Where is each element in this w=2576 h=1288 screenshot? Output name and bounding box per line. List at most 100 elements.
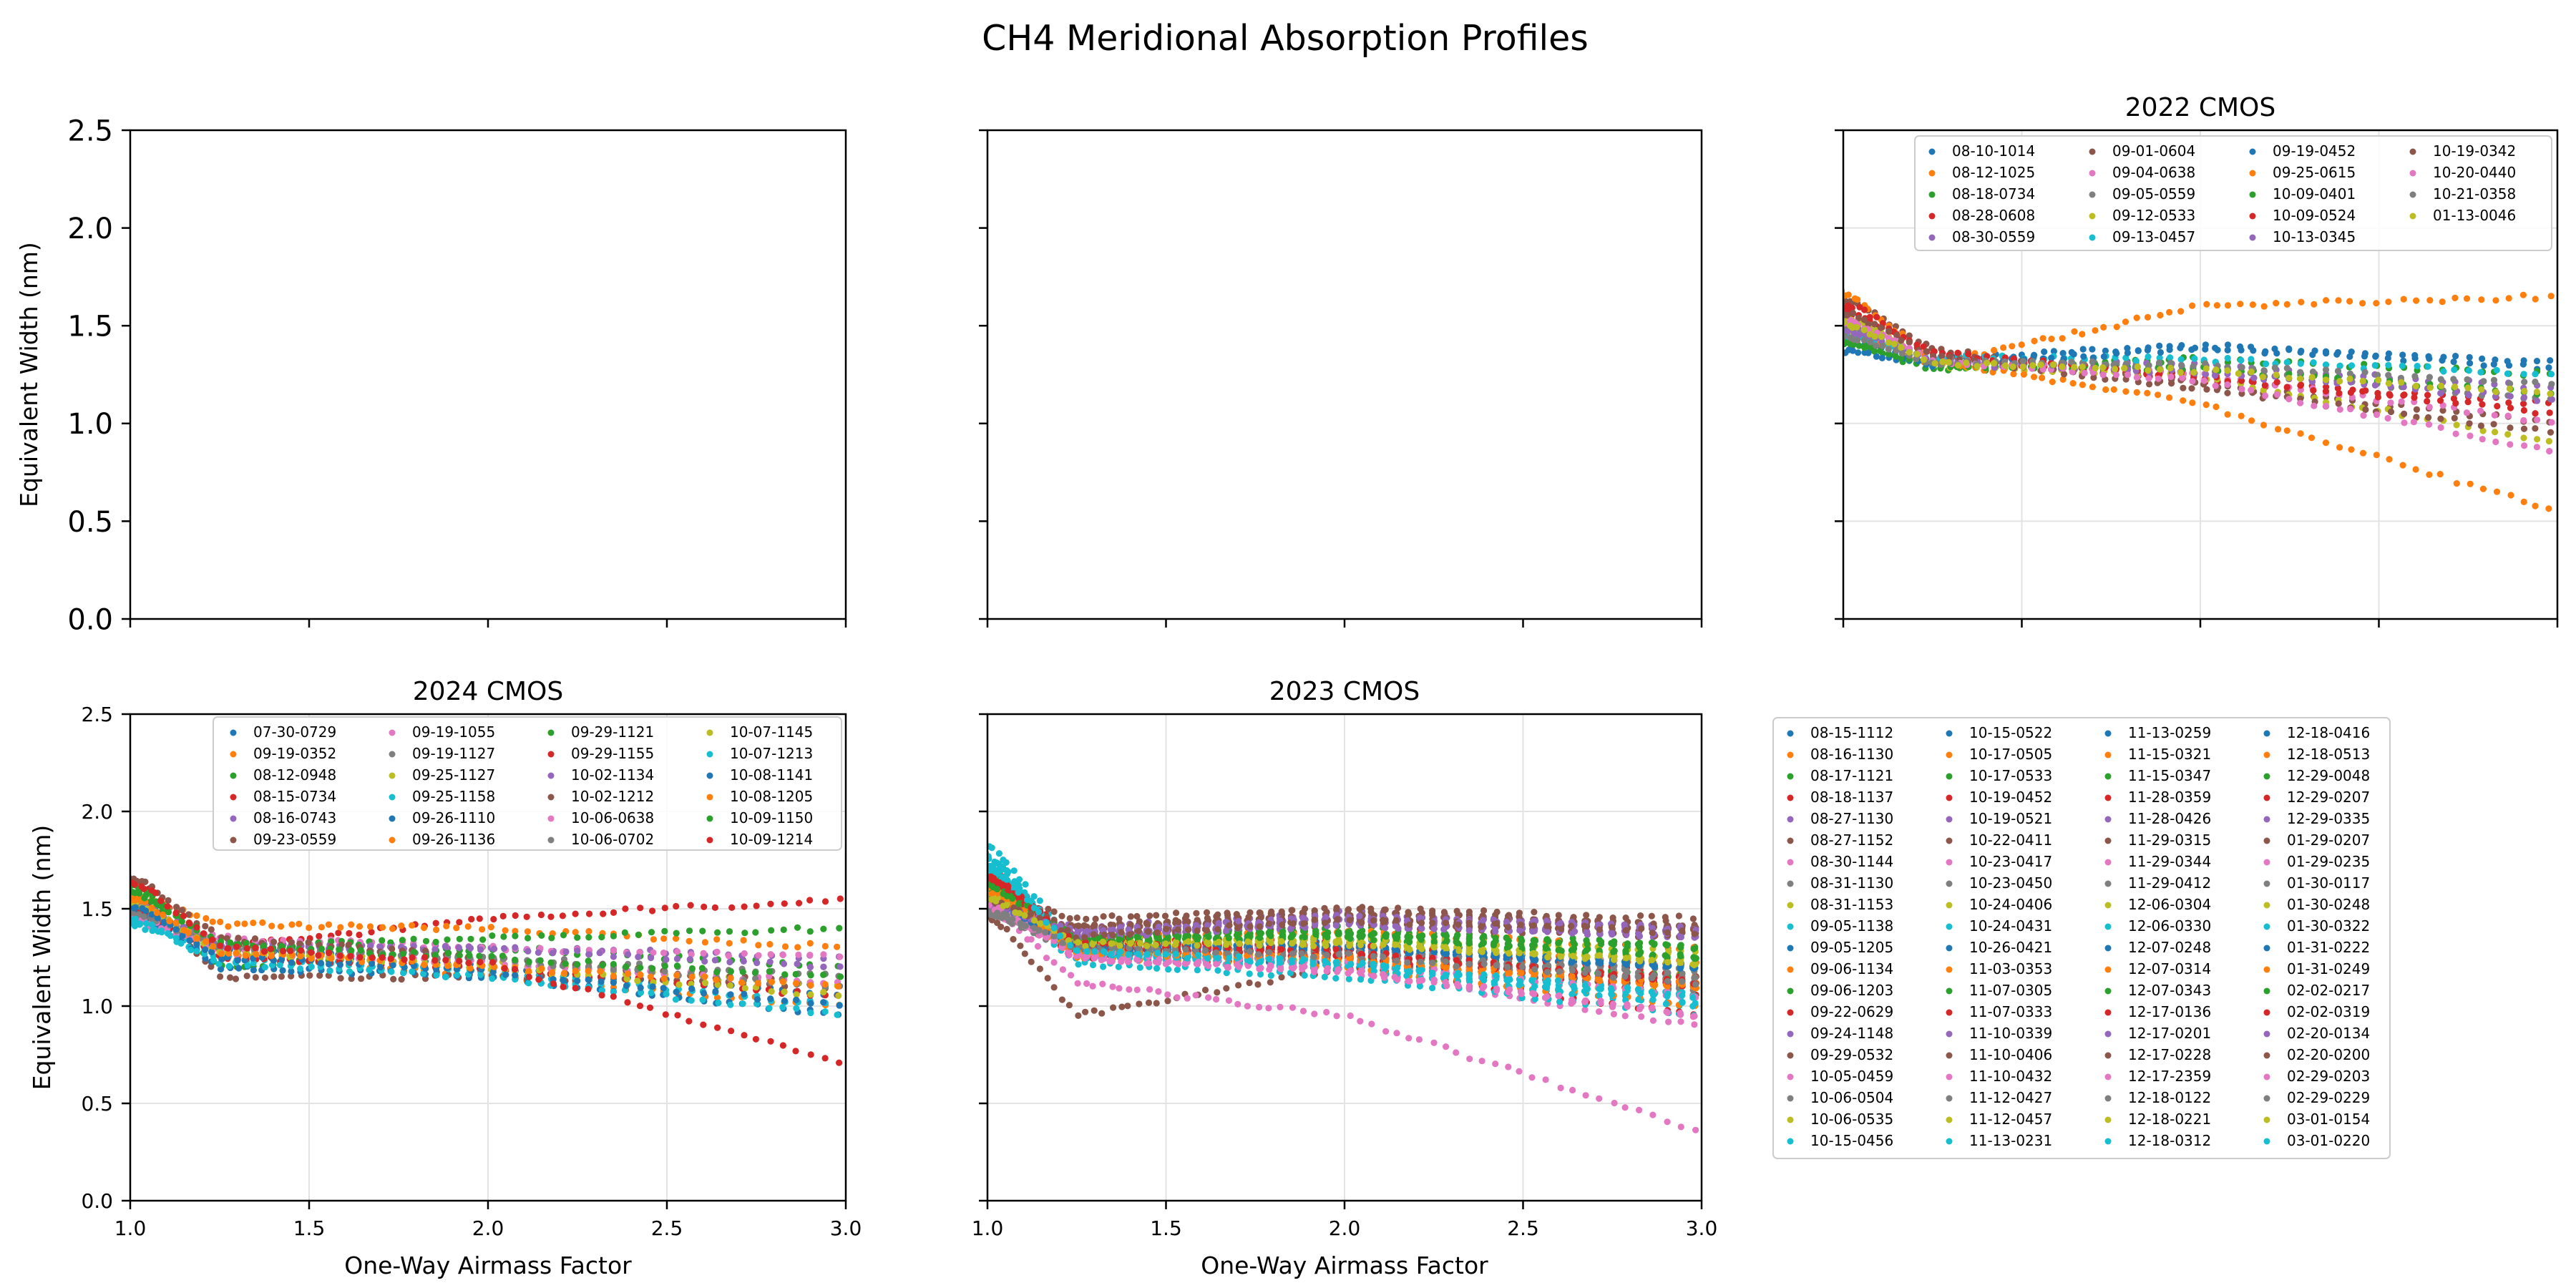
data-point xyxy=(2426,297,2434,304)
data-point xyxy=(806,952,814,959)
data-point xyxy=(1246,979,1253,987)
data-point xyxy=(1893,332,1901,339)
data-point xyxy=(2309,351,2316,358)
data-point xyxy=(308,949,315,956)
data-point xyxy=(2546,409,2553,416)
data-point xyxy=(1100,913,1107,920)
data-point xyxy=(2102,347,2109,354)
data-point xyxy=(2386,391,2394,399)
data-point xyxy=(1913,351,1921,358)
data-point xyxy=(421,954,429,961)
data-point xyxy=(2203,386,2210,393)
data-point xyxy=(1050,984,1058,991)
data-point xyxy=(597,967,604,975)
data-point xyxy=(610,993,617,1000)
data-point xyxy=(713,994,721,1001)
data-point xyxy=(142,919,150,927)
data-point xyxy=(1865,349,1872,356)
data-point xyxy=(1153,1000,1160,1007)
data-point xyxy=(2520,416,2527,424)
data-point xyxy=(1058,996,1065,1003)
data-point xyxy=(260,948,268,955)
data-point xyxy=(2506,385,2513,392)
data-point xyxy=(820,971,827,978)
data-point xyxy=(225,923,232,930)
data-point xyxy=(648,929,655,936)
data-point xyxy=(442,957,449,964)
x-tick-label: 1.5 xyxy=(293,1216,326,1240)
data-point xyxy=(148,911,155,918)
data-point xyxy=(2202,365,2210,372)
y-tick-label: 0.5 xyxy=(81,1092,113,1116)
data-point xyxy=(1855,314,1862,322)
data-point xyxy=(1870,347,1878,354)
data-point xyxy=(467,965,474,972)
data-point xyxy=(2385,380,2392,387)
data-point xyxy=(836,1002,843,1009)
data-point xyxy=(2132,357,2140,364)
data-point xyxy=(456,952,463,959)
y-tick-label: 0.0 xyxy=(81,1189,113,1213)
data-point xyxy=(2090,374,2097,381)
data-point xyxy=(2411,373,2419,380)
data-point xyxy=(2031,374,2038,381)
data-point xyxy=(1022,881,1029,888)
data-points xyxy=(1843,288,2555,512)
data-point xyxy=(698,965,706,972)
data-point xyxy=(252,945,259,952)
data-point xyxy=(2348,446,2355,453)
data-point xyxy=(779,978,786,985)
data-point xyxy=(2452,430,2459,437)
data-point xyxy=(2492,438,2499,446)
data-point xyxy=(2507,441,2514,448)
data-point xyxy=(2399,351,2406,358)
data-point xyxy=(2189,399,2196,406)
data-point xyxy=(501,965,508,972)
data-point xyxy=(2346,298,2353,305)
data-point xyxy=(1382,1028,1390,1035)
data-point xyxy=(1235,982,1242,989)
data-point xyxy=(2545,438,2552,445)
data-point xyxy=(1855,331,1863,338)
data-point xyxy=(1267,979,1274,986)
data-point xyxy=(217,918,224,925)
data-point xyxy=(995,850,1002,857)
data-point xyxy=(792,980,800,987)
data-point xyxy=(2348,394,2356,401)
data-point xyxy=(2507,404,2514,411)
data-point xyxy=(287,947,294,955)
data-point xyxy=(1108,912,1116,919)
data-point xyxy=(2532,425,2539,432)
data-point xyxy=(2224,346,2231,353)
data-point xyxy=(2070,351,2077,358)
data-point xyxy=(1873,353,1880,360)
data-point xyxy=(767,900,774,907)
data-point xyxy=(2167,373,2175,381)
data-point xyxy=(1913,341,1921,348)
data-point xyxy=(2534,416,2541,424)
data-point xyxy=(2322,376,2330,384)
data-point xyxy=(1854,296,1861,303)
data-point xyxy=(2069,380,2077,387)
data-point xyxy=(1974,363,1981,370)
data-point xyxy=(2492,393,2499,400)
data-point xyxy=(432,938,439,946)
data-point xyxy=(598,992,605,999)
data-point xyxy=(2283,384,2290,391)
data-point xyxy=(2238,412,2245,420)
data-point xyxy=(2425,353,2432,360)
data-point xyxy=(1205,994,1212,1001)
data-point xyxy=(700,990,708,997)
data-point xyxy=(1368,1020,1375,1028)
data-point xyxy=(2464,384,2472,391)
data-point xyxy=(165,930,172,937)
data-point xyxy=(420,924,428,932)
data-point xyxy=(202,922,209,930)
data-point xyxy=(610,979,618,986)
data-point xyxy=(1866,331,1873,338)
data-point xyxy=(821,898,829,905)
data-point xyxy=(2248,417,2255,424)
data-point xyxy=(499,952,507,960)
data-point xyxy=(727,1001,734,1008)
